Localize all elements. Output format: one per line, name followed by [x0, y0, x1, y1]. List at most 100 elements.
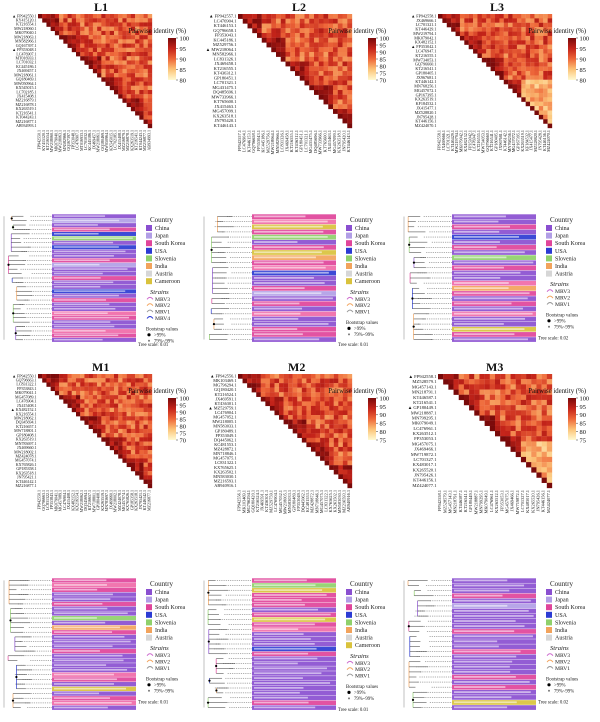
leaf-label-text — [54, 706, 108, 709]
heatmap-cell — [333, 61, 338, 67]
heatmap-cell — [490, 44, 496, 50]
heatmap-cell — [495, 49, 500, 54]
heatmap-cell — [500, 415, 506, 421]
heatmap-cell — [301, 433, 307, 438]
heatmap-cell — [546, 456, 553, 463]
heatmap-cell — [543, 62, 548, 67]
heatmap-cell — [279, 387, 284, 393]
heatmap-cell — [342, 392, 348, 397]
heatmap-cell — [342, 113, 348, 119]
heatmap-cell — [304, 80, 310, 86]
heatmap-cell — [130, 90, 136, 95]
heatmap-cell — [520, 451, 527, 458]
heatmap-cell — [147, 445, 153, 451]
heatmap-cell — [139, 35, 144, 40]
heatmap-cell — [510, 415, 516, 421]
row-label: JX469666.1 — [416, 18, 436, 23]
heatmap-cell — [139, 106, 144, 112]
heatmap-cell — [521, 49, 526, 54]
heatmap-cell — [283, 405, 289, 411]
heatmap-cell — [114, 420, 119, 425]
country-legend-title: Country — [150, 216, 173, 224]
heatmap-cell — [538, 101, 544, 107]
heatmap-cell — [265, 378, 271, 384]
heatmap-cell — [520, 441, 527, 447]
heatmap-cell — [139, 60, 144, 65]
heatmap-cell — [505, 394, 511, 401]
heatmap-cell — [541, 472, 547, 478]
heatmap-cell — [63, 395, 68, 400]
heatmap-cell — [510, 379, 516, 385]
leaf-label-text — [54, 678, 117, 681]
heatmap-cell — [526, 410, 532, 416]
heatmap-cell — [80, 26, 85, 32]
heatmap-cell — [301, 437, 307, 443]
heatmap-cell — [143, 479, 148, 484]
column-label: LC831326.1 — [280, 130, 285, 152]
heatmap-cell — [329, 460, 334, 466]
heatmap-cell — [320, 446, 325, 452]
column-label: KT446156.1 — [542, 130, 547, 151]
column-label: FP353048.1 — [70, 130, 75, 149]
column-label: GQ796658.1 — [251, 130, 256, 153]
column-label: MZ216877.1 — [142, 130, 147, 151]
heatmap-cell — [538, 106, 544, 111]
heatmap-cell — [337, 85, 343, 91]
heatmap-cell — [126, 424, 132, 430]
heatmap-cell — [347, 66, 353, 72]
bootstrap-label: >99% — [154, 333, 166, 338]
row-label: KT446156.1 — [413, 478, 437, 483]
heatmap-cell — [455, 31, 461, 37]
row-label: DQ345694.1 — [16, 420, 37, 425]
heatmap-cell — [139, 454, 144, 459]
heatmap-cell — [114, 52, 119, 57]
legend-tick-label: 80 — [380, 63, 386, 70]
heatmap-cell — [515, 425, 522, 432]
heatmap-cell — [143, 111, 148, 116]
heatmap-cell — [109, 43, 115, 48]
heatmap-cell — [538, 44, 544, 50]
bootstrap-node — [212, 322, 216, 326]
heatmap-cell — [285, 37, 291, 43]
heatmap-cell — [481, 31, 487, 37]
heatmap-cell — [105, 390, 110, 396]
heatmap-cell — [521, 18, 526, 23]
heatmap-cell — [92, 386, 98, 392]
heatmap-cell — [347, 451, 353, 457]
heatmap-cell — [337, 23, 343, 29]
country-label: China — [355, 226, 370, 232]
heatmap-cell — [256, 387, 261, 393]
heatmap-cell — [547, 62, 553, 67]
heatmap-cell — [109, 428, 115, 434]
legend-tick-label: 80 — [180, 77, 186, 84]
heatmap-cell — [546, 472, 553, 478]
heatmap-cell — [274, 392, 280, 397]
legend-tick-label: 100 — [380, 35, 390, 42]
heatmap-cell — [97, 22, 102, 27]
heatmap-cell — [505, 431, 511, 437]
heatmap-cell — [135, 39, 140, 44]
heatmap-cell — [333, 80, 338, 86]
heatmap-cell — [301, 428, 307, 434]
heatmap-cell — [147, 22, 153, 27]
heatmap-cell — [130, 445, 136, 451]
column-label: KT765600.1 — [322, 130, 327, 152]
heatmap-cell — [500, 431, 506, 437]
heatmap-cell — [80, 18, 85, 23]
heatmap-cell — [143, 437, 148, 442]
country-label: South Korea — [155, 241, 185, 247]
heatmap-cell — [139, 68, 144, 74]
heatmap-cell — [92, 68, 98, 74]
heatmap-cell — [521, 66, 526, 72]
heatmap-cell — [337, 113, 343, 119]
heatmap-cell — [139, 85, 144, 91]
column-label: MZ216593.1 — [342, 490, 347, 513]
heatmap-cell — [50, 18, 56, 23]
heatmap-cell — [71, 382, 77, 387]
column-label: KC445186.1 — [87, 130, 92, 151]
row-label: MZ216879.1 — [16, 98, 37, 103]
heatmap-cell — [105, 403, 110, 408]
heatmap-cell — [499, 14, 504, 19]
heatmap-cell — [80, 56, 85, 61]
